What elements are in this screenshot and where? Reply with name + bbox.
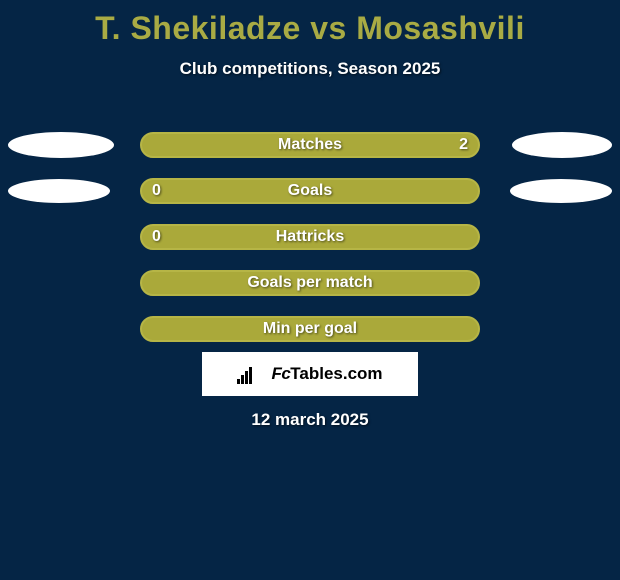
right-ellipse [512, 132, 612, 158]
stat-row: Hattricks0 [0, 214, 620, 260]
stat-bar: Goals per match [140, 270, 480, 296]
stat-label: Goals [142, 182, 478, 200]
source-badge-text: FcTables.com [271, 364, 382, 384]
left-ellipse [8, 132, 114, 158]
stat-row: Min per goal [0, 306, 620, 352]
stat-value-left: 0 [152, 228, 161, 246]
stat-value-right: 2 [459, 136, 468, 154]
stat-label: Min per goal [142, 320, 478, 338]
stat-row: Goals0 [0, 168, 620, 214]
left-ellipse [8, 179, 110, 203]
stat-row: Goals per match [0, 260, 620, 306]
stat-rows: Matches2Goals0Hattricks0Goals per matchM… [0, 122, 620, 352]
stat-bar: Hattricks0 [140, 224, 480, 250]
comparison-infographic: T. Shekiladze vs Mosashvili Club competi… [0, 0, 620, 580]
stat-bar: Min per goal [140, 316, 480, 342]
stat-label: Matches [142, 136, 478, 154]
stat-label: Hattricks [142, 228, 478, 246]
stat-bar: Matches2 [140, 132, 480, 158]
source-badge: FcTables.com [202, 352, 418, 396]
subtitle: Club competitions, Season 2025 [0, 59, 620, 79]
date-line: 12 march 2025 [0, 410, 620, 430]
stat-value-left: 0 [152, 182, 161, 200]
bar-chart-icon [237, 364, 265, 384]
stat-row: Matches2 [0, 122, 620, 168]
page-title: T. Shekiladze vs Mosashvili [0, 0, 620, 47]
stat-bar: Goals0 [140, 178, 480, 204]
right-ellipse [510, 179, 612, 203]
stat-label: Goals per match [142, 274, 478, 292]
